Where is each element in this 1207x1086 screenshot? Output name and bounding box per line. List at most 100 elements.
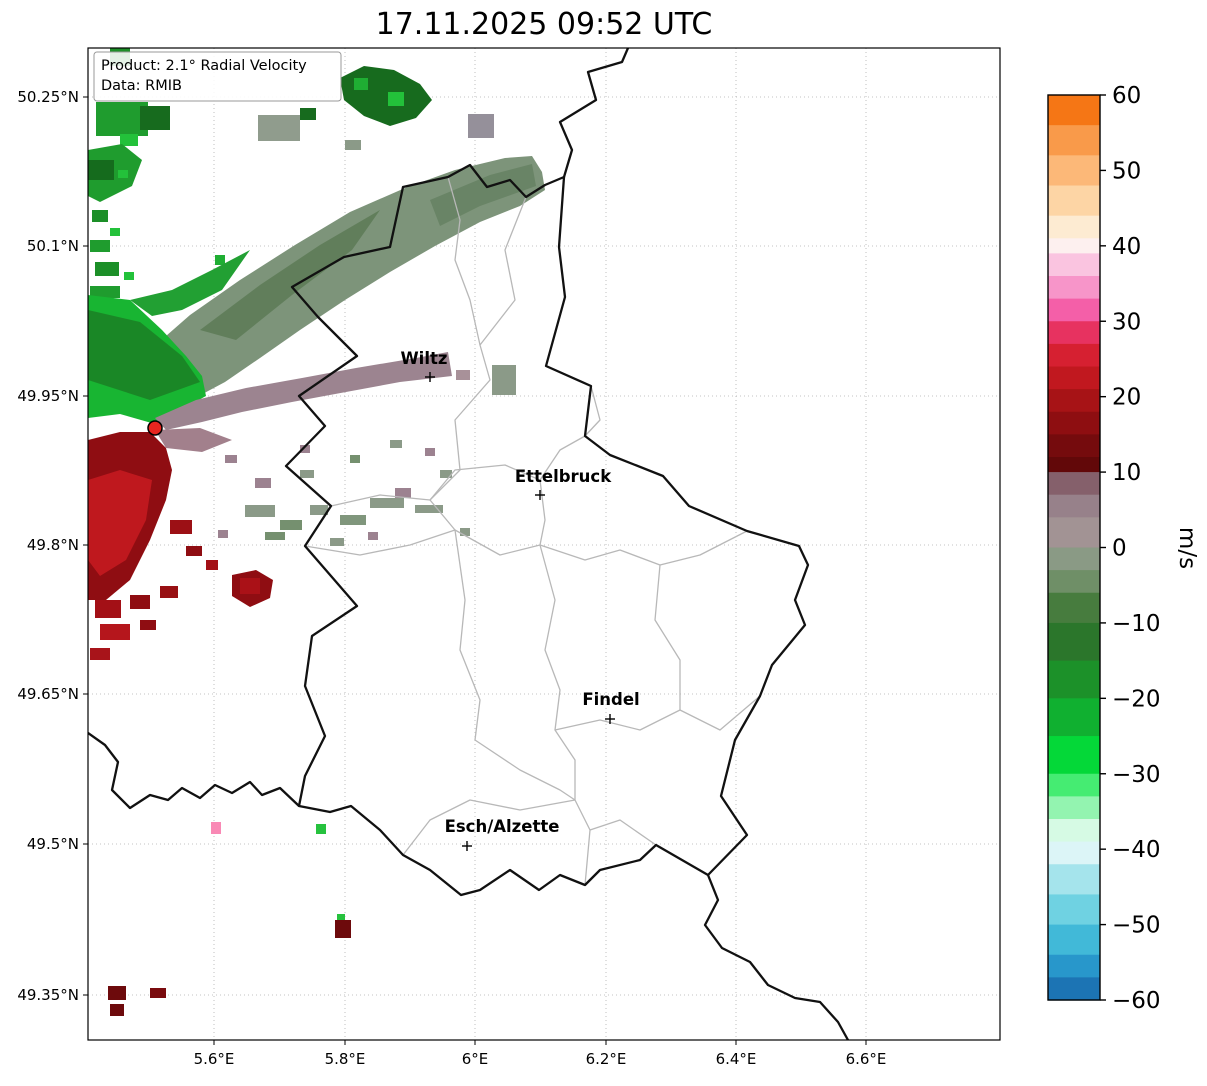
x-axis-tick-label: 5.8°E — [325, 1050, 366, 1068]
district-border — [584, 385, 601, 437]
radar-echo-patch — [92, 210, 108, 222]
colorbar-segment — [1048, 185, 1100, 217]
x-axis-tick-label: 6°E — [462, 1050, 489, 1068]
city-label: Ettelbruck — [515, 467, 612, 486]
city-label: Wiltz — [400, 349, 447, 368]
radar-echo-patch — [245, 505, 275, 517]
colorbar-segment — [1048, 238, 1100, 254]
radar-echo-patch — [200, 210, 380, 340]
y-axis-tick-label: 49.65°N — [17, 685, 79, 703]
page-title: 17.11.2025 09:52 UTC — [376, 7, 713, 42]
product-legend: Product: 2.1° Radial Velocity Data: RMIB — [93, 51, 342, 102]
radar-echo-patch — [368, 532, 378, 540]
district-border — [429, 196, 576, 801]
radar-echo-patch — [155, 428, 232, 452]
y-axis-tick-label: 50.25°N — [17, 88, 79, 106]
colorbar-segment — [1048, 547, 1100, 571]
colorbar-segment — [1048, 125, 1100, 156]
y-axis-tick-label: 49.5°N — [27, 835, 79, 853]
radar-echo-patch — [88, 144, 142, 202]
radar-echo-patch — [90, 286, 120, 298]
radar-echo-patch — [335, 920, 351, 938]
radar-echo-patch — [468, 114, 494, 138]
radar-echo-patch — [160, 586, 178, 598]
radar-echo-patch — [280, 520, 302, 530]
radar-echo-patch — [388, 92, 404, 106]
colorbar-tick-label: −20 — [1112, 686, 1161, 712]
radar-echo-patch — [215, 255, 225, 265]
radar-echo-patch — [337, 914, 345, 922]
radar-echo-patch — [350, 455, 360, 463]
colorbar-tick-label: 10 — [1112, 460, 1141, 486]
colorbar-segment — [1048, 864, 1100, 896]
colorbar-unit-label: m/s — [1174, 527, 1200, 569]
radar-echo-patch — [90, 240, 110, 252]
y-axis-tick-label: 49.8°N — [27, 536, 79, 554]
colorbar-segment — [1048, 389, 1100, 413]
radar-echo-patch — [100, 624, 130, 640]
colorbar-segment — [1048, 773, 1100, 797]
radar-echo-patch — [255, 478, 271, 488]
country-border — [284, 163, 810, 897]
colorbar-tick-label: −40 — [1112, 837, 1161, 863]
colorbar-segment — [1048, 841, 1100, 865]
district-border — [554, 695, 761, 731]
radar-echo-patch — [425, 448, 435, 456]
colorbar-segment — [1048, 736, 1100, 775]
district-border — [539, 479, 591, 886]
radar-echo-patch — [110, 1004, 124, 1016]
radar-data-layer — [88, 48, 545, 1016]
colorbar-segment — [1048, 517, 1100, 549]
radar-echo-patch — [430, 362, 448, 374]
district-borders-layer — [304, 176, 761, 886]
radar-echo-patch — [440, 470, 452, 478]
radar-echo-patch — [395, 488, 411, 498]
district-border — [589, 819, 657, 846]
city-labels-layer: Wiltz Ettelbruck Findel Esch/Alzette — [400, 349, 640, 851]
district-border — [402, 799, 576, 856]
radar-echo-patch — [390, 440, 402, 448]
colorbar-tick-label: 20 — [1112, 385, 1141, 411]
radar-echo-patch — [120, 134, 138, 146]
radar-echo-patch — [258, 115, 300, 141]
city-label: Findel — [582, 690, 639, 709]
radar-echo-patch — [492, 365, 516, 395]
radar-echo-patch — [95, 600, 121, 618]
radar-echo-patch — [155, 352, 452, 430]
colorbar — [1048, 95, 1100, 1001]
radar-echo-patch — [140, 106, 170, 130]
colorbar-segment — [1048, 698, 1100, 737]
colorbar-segment — [1048, 660, 1100, 699]
colorbar-segment — [1048, 494, 1100, 518]
colorbar-segment — [1048, 343, 1100, 368]
colorbar-segment — [1048, 434, 1100, 458]
radar-echo-patch — [316, 824, 326, 834]
radar-echo-patch — [225, 455, 237, 463]
radar-echo-patch — [170, 520, 192, 534]
country-border — [558, 48, 630, 178]
colorbar-segment — [1048, 592, 1100, 624]
legend-box — [93, 51, 342, 102]
radar-echo-patch — [118, 170, 128, 178]
legend-data-line: Data: RMIB — [101, 78, 182, 94]
district-border — [447, 176, 481, 346]
radar-echo-patch — [130, 595, 150, 609]
radar-echo-patch — [300, 108, 316, 120]
radar-echo-patch — [345, 140, 361, 150]
colorbar-segment — [1048, 253, 1100, 277]
radar-echo-patch — [88, 160, 114, 180]
radar-echo-patch — [300, 445, 310, 453]
radar-echo-patch — [310, 505, 328, 515]
colorbar-segment — [1048, 411, 1100, 435]
colorbar-tick-label: −60 — [1112, 988, 1161, 1014]
radar-site-layer — [147, 420, 163, 436]
radar-echo-patch — [300, 470, 314, 478]
colorbar-segment — [1048, 819, 1100, 843]
radar-echo-patch — [370, 498, 404, 508]
radar-echo-patch — [206, 560, 218, 570]
y-axis-tick-label: 50.1°N — [27, 237, 79, 255]
colorbar-segment — [1048, 298, 1100, 322]
colorbar-segment — [1048, 977, 1100, 1001]
colorbar-tick-label: −30 — [1112, 762, 1161, 788]
